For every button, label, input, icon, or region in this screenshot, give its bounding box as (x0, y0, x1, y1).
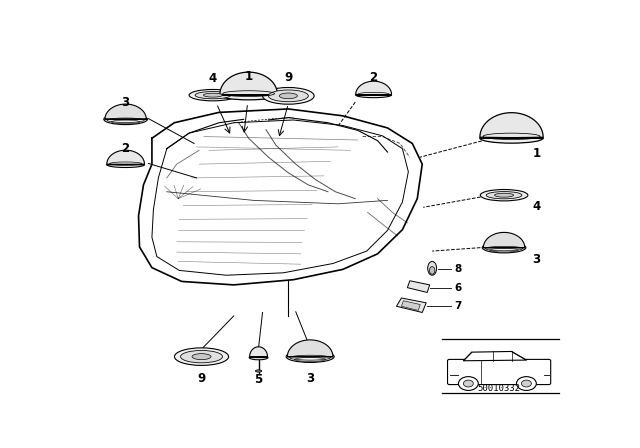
Polygon shape (105, 104, 147, 119)
Ellipse shape (249, 355, 268, 360)
Ellipse shape (286, 351, 334, 362)
Ellipse shape (220, 91, 277, 100)
Polygon shape (220, 72, 277, 95)
Ellipse shape (268, 90, 308, 102)
Ellipse shape (480, 190, 528, 201)
Text: 9: 9 (284, 71, 292, 84)
Ellipse shape (262, 87, 314, 104)
Text: 9: 9 (197, 372, 205, 385)
Text: 7: 7 (454, 301, 462, 311)
FancyBboxPatch shape (447, 359, 550, 384)
Polygon shape (356, 81, 392, 95)
Ellipse shape (428, 262, 436, 275)
Polygon shape (107, 150, 145, 165)
Polygon shape (483, 233, 525, 248)
Polygon shape (287, 340, 333, 357)
Ellipse shape (483, 242, 526, 253)
Ellipse shape (486, 192, 522, 199)
Ellipse shape (279, 93, 298, 99)
Ellipse shape (429, 267, 435, 274)
Text: 50010332: 50010332 (477, 384, 520, 393)
Text: 2: 2 (122, 142, 130, 155)
Ellipse shape (195, 91, 231, 99)
Ellipse shape (204, 93, 223, 97)
Text: 3: 3 (306, 372, 314, 385)
Text: 6: 6 (454, 283, 461, 293)
Ellipse shape (356, 92, 392, 98)
Ellipse shape (180, 350, 223, 363)
Text: 4: 4 (532, 200, 540, 213)
Polygon shape (396, 298, 426, 313)
Text: 5: 5 (255, 373, 262, 386)
Circle shape (522, 380, 531, 387)
Circle shape (516, 377, 536, 391)
Ellipse shape (495, 193, 514, 197)
Text: 2: 2 (369, 71, 378, 84)
Polygon shape (463, 352, 527, 361)
Text: 1: 1 (244, 70, 253, 83)
Ellipse shape (107, 162, 145, 168)
Ellipse shape (104, 114, 147, 125)
Ellipse shape (480, 133, 543, 143)
Ellipse shape (192, 353, 211, 360)
Polygon shape (408, 281, 429, 293)
Polygon shape (401, 301, 420, 310)
Circle shape (458, 377, 478, 391)
Polygon shape (250, 347, 268, 358)
Ellipse shape (255, 370, 262, 372)
Text: 8: 8 (454, 264, 461, 274)
Ellipse shape (189, 90, 237, 101)
Polygon shape (480, 113, 543, 138)
Text: 1: 1 (532, 147, 540, 160)
Text: 3: 3 (532, 253, 540, 266)
Ellipse shape (175, 348, 228, 366)
Text: 3: 3 (122, 96, 130, 109)
Circle shape (463, 380, 474, 387)
Text: 4: 4 (209, 72, 217, 85)
